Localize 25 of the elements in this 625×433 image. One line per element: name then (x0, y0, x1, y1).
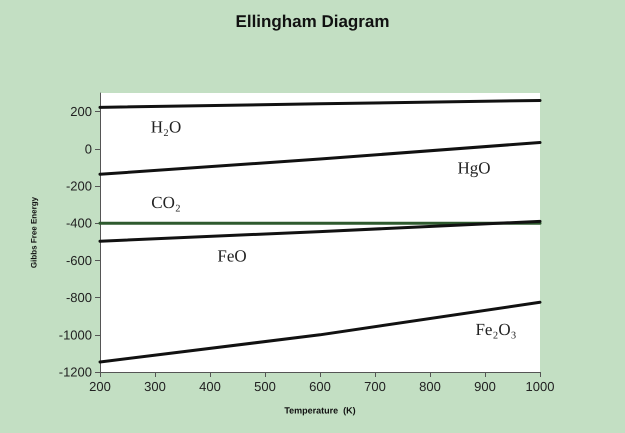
x-axis-title: Temperature (K) (284, 406, 356, 416)
series-label: FeO (217, 246, 247, 266)
x-tick-label: 600 (309, 379, 331, 394)
x-tick-label: 200 (89, 379, 111, 394)
series-label: CO₂ (151, 193, 181, 212)
series-label: HgO (457, 158, 491, 178)
y-tick-label: -1000 (58, 327, 92, 342)
y-tick-label: 200 (70, 104, 92, 120)
series-label: Fe₂O₃ (475, 320, 517, 339)
x-tick-label: 500 (254, 379, 276, 394)
x-tick-label: 800 (419, 379, 441, 394)
x-tick-label: 1000 (526, 379, 554, 394)
y-tick-label: -600 (66, 252, 92, 268)
y-tick-label: -200 (66, 178, 92, 194)
x-tick-label: 300 (144, 379, 166, 394)
y-tick-label: -800 (66, 290, 92, 306)
y-tick-label: -400 (66, 216, 92, 231)
x-tick-label: 400 (199, 379, 221, 394)
y-tick-label: -1200 (58, 364, 92, 380)
y-tick-label: 0 (84, 141, 92, 156)
y-axis-title: Gibbs Free Energy (30, 196, 38, 268)
x-tick-label: 900 (474, 379, 496, 394)
series-label: H₂O (150, 117, 182, 136)
x-tick-label: 700 (364, 379, 386, 394)
chart-title: Ellingham Diagram (236, 12, 390, 31)
